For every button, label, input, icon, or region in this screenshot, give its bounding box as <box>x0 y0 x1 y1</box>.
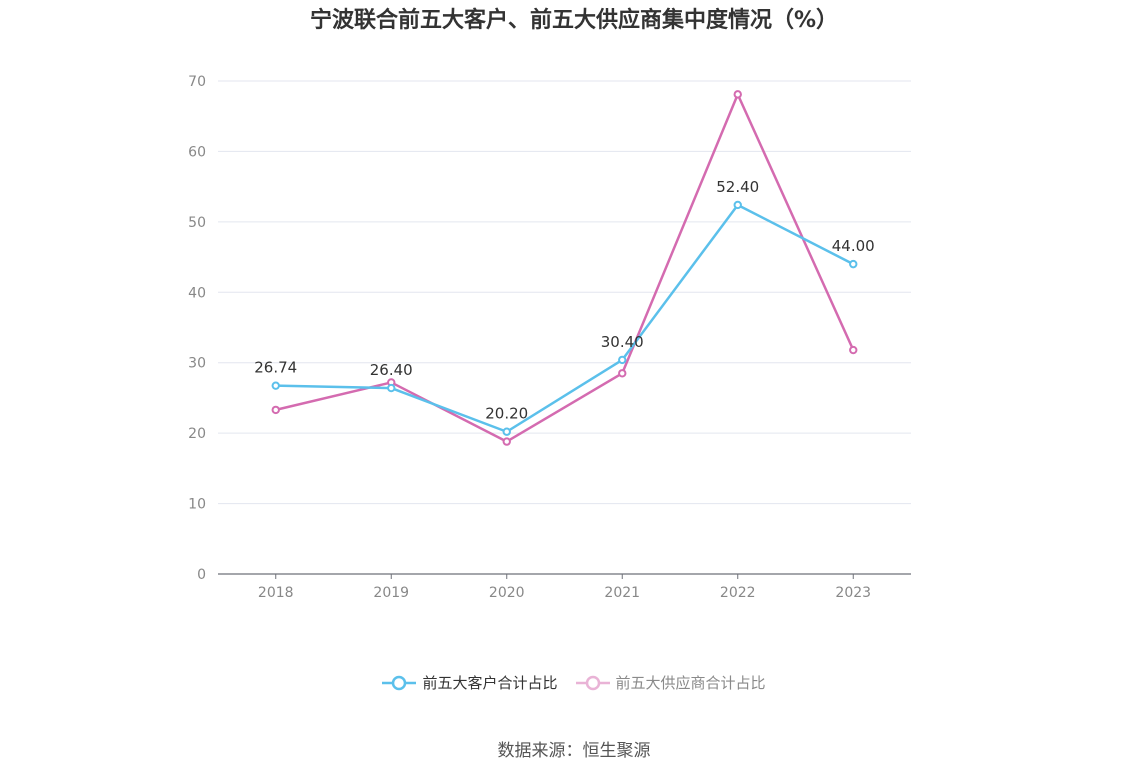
series-line-0 <box>275 203 854 433</box>
x-tick-label: 2020 <box>489 585 525 601</box>
data-label: 20.20 <box>485 405 528 423</box>
y-tick-label: 30 <box>188 356 206 372</box>
data-point-0 <box>502 427 511 436</box>
legend-item-customers[interactable]: 前五大客户合计占比 <box>382 672 558 693</box>
legend: 前五大客户合计占比 前五大供应商合计占比 <box>0 672 1148 693</box>
data-point-0 <box>271 381 280 390</box>
x-tick-label: 2018 <box>258 585 294 601</box>
data-label: 26.74 <box>254 359 297 377</box>
x-tick-label: 2023 <box>835 585 871 601</box>
y-tick-label: 0 <box>197 567 206 583</box>
legend-label-suppliers: 前五大供应商合计占比 <box>615 674 766 692</box>
legend-marker-suppliers <box>575 675 610 690</box>
data-label: 30.40 <box>601 333 644 351</box>
data-point-1 <box>271 405 280 415</box>
data-point-1 <box>618 369 627 378</box>
y-tick-label: 50 <box>188 215 206 231</box>
chart-title: 宁波联合前五大客户、前五大供应商集中度情况（%） <box>309 8 839 33</box>
x-tick-label: 2019 <box>373 585 409 601</box>
data-point-1 <box>733 90 742 99</box>
data-point-1 <box>849 345 858 355</box>
x-tick-label: 2021 <box>604 585 640 601</box>
data-point-1 <box>502 437 511 446</box>
data-label: 26.40 <box>370 361 413 379</box>
y-tick-label: 20 <box>188 426 206 442</box>
legend-item-suppliers[interactable]: 前五大供应商合计占比 <box>575 672 766 693</box>
data-point-0 <box>618 355 627 365</box>
y-tick-label: 70 <box>188 74 206 90</box>
x-tick-label: 2022 <box>720 585 756 601</box>
y-tick-label: 10 <box>188 497 206 513</box>
y-tick-label: 40 <box>188 285 206 301</box>
data-source: 数据来源：恒生聚源 <box>497 741 651 761</box>
legend-marker-customers <box>382 675 417 690</box>
data-label: 44.00 <box>832 237 875 255</box>
legend-label-customers: 前五大客户合计占比 <box>422 674 558 692</box>
series-line-1 <box>275 93 855 443</box>
data-point-0 <box>387 383 396 393</box>
data-point-0 <box>849 259 858 269</box>
data-point-0 <box>733 200 742 210</box>
data-label: 52.40 <box>716 178 759 196</box>
y-tick-label: 60 <box>188 144 206 160</box>
